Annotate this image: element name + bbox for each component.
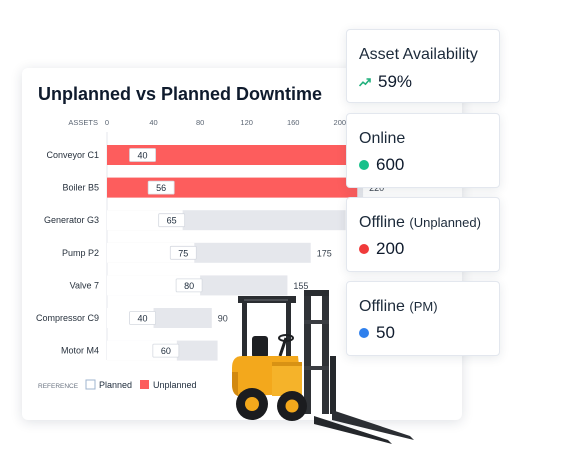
stat-title: Online [359,130,406,147]
stat-card-online: Online 600 [346,113,500,188]
stat-value: 200 [376,239,405,258]
unplanned-value-box [129,311,156,325]
unplanned-value-box [169,245,197,260]
unplanned-value-label: 40 [138,314,148,324]
unplanned-value-box [175,278,203,293]
stat-value: 50 [376,323,395,342]
category-label: Valve 7 [70,280,99,290]
legend-title: REFERENCE [38,383,79,390]
stat-subtitle: (PM) [409,299,438,314]
axis-label: ASSETS [68,118,98,127]
stat-value: 59% [378,72,413,91]
category-label: Pump P2 [62,248,99,258]
stat-card-offline-unplanned: Offline (Unplanned) 200 [346,197,500,272]
status-dot [359,244,369,254]
x-tick-label: 40 [149,118,157,127]
planned-value-label: 155 [293,281,308,291]
unplanned-value-box [129,148,156,162]
legend-label-planned: Planned [99,380,132,390]
stat-card-asset-availability: Asset Availability 59% [346,29,500,103]
category-label: Compressor C9 [36,313,99,323]
unplanned-value-label: 40 [138,151,148,161]
stat-title: Asset Availability [359,46,478,63]
chart-title: Unplanned vs Planned Downtime [38,84,323,104]
x-tick-label: 160 [287,118,300,127]
category-label: Boiler B5 [62,183,99,193]
bar-unplanned [107,145,358,165]
planned-value-label: 175 [317,248,332,258]
legend-swatch-unplanned [140,380,149,389]
forklift-illustration [232,290,414,444]
legend-label-unplanned: Unplanned [153,380,197,390]
unplanned-value-label: 80 [184,281,194,291]
category-label: Generator G3 [44,215,99,225]
unplanned-value-label: 56 [156,183,166,193]
legend-swatch-planned [85,379,96,390]
stat-subtitle: (Unplanned) [409,215,481,230]
downtime-bar-chart: ASSETS 0 40 80 120 160 200 Conveyor C1 40 Boiler … [36,118,384,390]
x-tick-label: 200 [334,118,347,127]
stat-value: 600 [376,155,405,174]
trend-up-icon [359,78,371,87]
unplanned-value-box [152,343,180,358]
planned-value-label: 90 [218,314,228,324]
category-label: Motor M4 [61,346,99,356]
stat-title: Offline [359,214,405,231]
unplanned-value-label: 60 [161,346,171,356]
planned-value-label: 220 [369,183,384,193]
unplanned-value-label: 65 [167,216,177,226]
unplanned-value-box [158,213,186,228]
unplanned-value-box [147,180,175,195]
stat-title: Offline [359,298,405,315]
x-tick-label: 80 [196,118,204,127]
status-dot [359,328,369,338]
status-dot [359,160,369,170]
unplanned-value-label: 75 [178,248,188,258]
x-tick-label: 120 [240,118,253,127]
category-label: Conveyor C1 [46,150,99,160]
bar-unplanned [107,177,358,198]
stat-card-offline-pm: Offline (PM) 50 [346,281,500,356]
x-tick-label: 0 [105,118,109,127]
